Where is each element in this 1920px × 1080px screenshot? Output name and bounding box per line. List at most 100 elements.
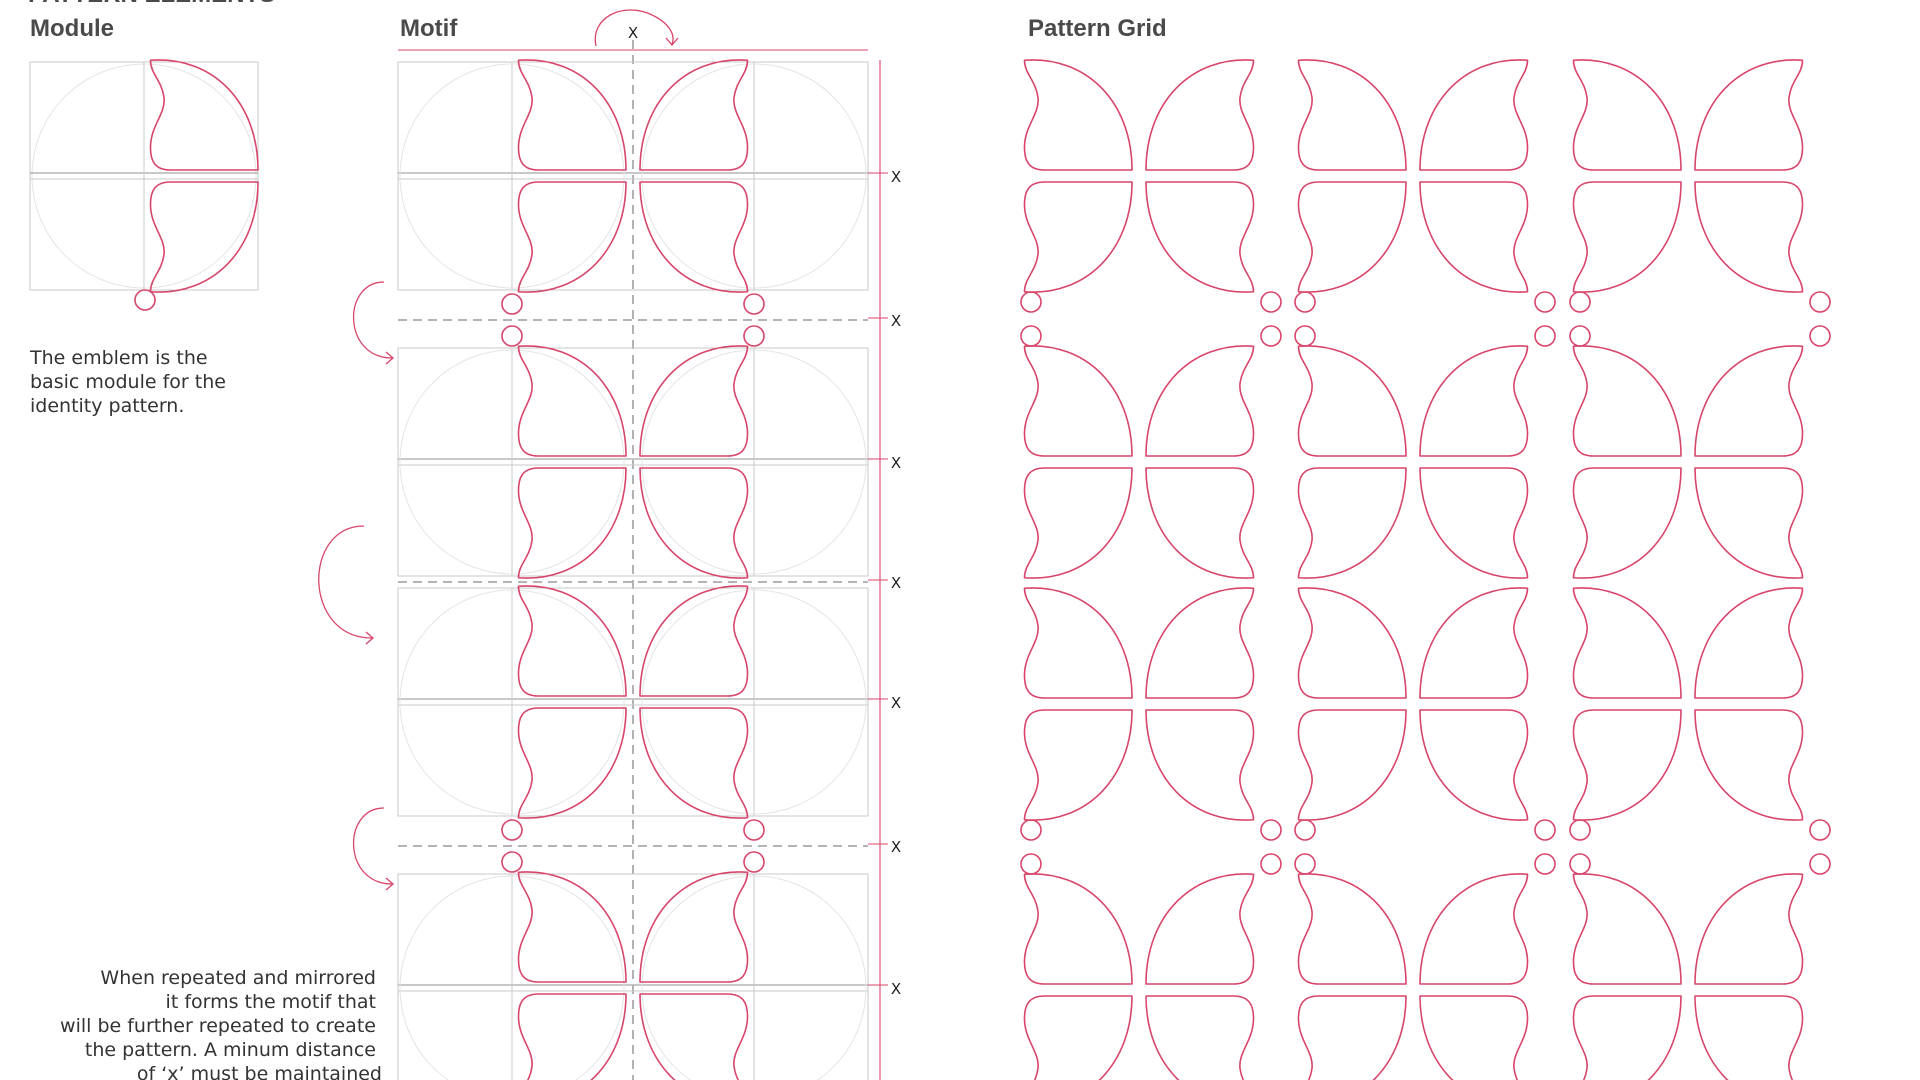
tail-circle: [1569, 853, 1591, 875]
tail-circle: [501, 819, 523, 841]
pattern-grid: [1020, 59, 1831, 1080]
petal-shape: [517, 59, 627, 171]
motif-guide-circle: [641, 589, 867, 815]
arrow-head: [665, 37, 679, 46]
petal-shape: [1694, 467, 1804, 579]
petal-shape: [1419, 181, 1529, 293]
motif-guide-circle: [399, 589, 625, 815]
petal-shape: [1145, 59, 1255, 171]
petal-shape: [1145, 587, 1255, 699]
pattern-motif: [1572, 345, 1804, 579]
petal-shape: [1145, 467, 1255, 579]
rotate-arrow: [594, 9, 674, 47]
pattern-motif: [1023, 345, 1255, 579]
mirror-arrow: [352, 807, 393, 885]
arrow-head: [365, 631, 374, 645]
petal-shape: [1694, 709, 1804, 821]
module-diagram: [29, 59, 259, 311]
petal-shape: [1023, 59, 1133, 171]
petal-shape: [1297, 995, 1407, 1080]
petal-shape: [1419, 59, 1529, 171]
tail-circle: [1534, 853, 1556, 875]
tail-circle: [743, 851, 765, 873]
motif-block: X: [397, 345, 901, 579]
petal-shape: [1023, 345, 1133, 457]
motif-title: Motif: [400, 15, 458, 42]
distance-x-label: X: [891, 980, 901, 998]
distance-x-label: X: [891, 168, 901, 186]
tail-circle: [1809, 853, 1831, 875]
tail-circle: [1260, 853, 1282, 875]
tail-circle: [1260, 291, 1282, 313]
pattern-motif: [1023, 873, 1255, 1080]
petal-shape: [1023, 181, 1133, 293]
petal-shape: [639, 181, 749, 293]
petal-shape: [149, 59, 259, 171]
petal-shape: [1572, 709, 1682, 821]
petal-shape: [639, 345, 749, 457]
distance-x-label: X: [628, 24, 638, 42]
pattern-motif: [1297, 345, 1529, 579]
distance-x-label: X: [891, 838, 901, 856]
section-heading-cut: PATTERN ELEMENTS: [28, 0, 275, 8]
distance-x-label: X: [891, 574, 901, 592]
tail-circle: [1020, 325, 1042, 347]
petal-shape: [1572, 467, 1682, 579]
motif-frame: [397, 587, 869, 817]
petal-shape: [1572, 59, 1682, 171]
motif-guide-circle: [399, 63, 625, 289]
motif-block: X: [397, 59, 901, 293]
petal-shape: [1572, 995, 1682, 1080]
pattern-motif: [1297, 587, 1529, 821]
tail-circle: [501, 325, 523, 347]
petal-shape: [1297, 873, 1407, 985]
tail-circle: [1569, 291, 1591, 313]
motif-guide-circle: [641, 875, 867, 1080]
distance-x-label: X: [891, 454, 901, 472]
motif-frame: [397, 61, 869, 291]
tail-circle: [1809, 291, 1831, 313]
tail-circle: [134, 289, 156, 311]
petal-shape: [149, 181, 259, 293]
pattern-motif: [1572, 873, 1804, 1080]
tail-circle: [743, 325, 765, 347]
petal-shape: [1694, 995, 1804, 1080]
pattern-grid-title: Pattern Grid: [1028, 15, 1167, 42]
petal-shape: [1419, 587, 1529, 699]
tail-circle: [1260, 819, 1282, 841]
distance-x-label: X: [891, 312, 901, 330]
petal-shape: [1694, 181, 1804, 293]
petal-shape: [1297, 467, 1407, 579]
tail-circle: [1534, 819, 1556, 841]
petal-shape: [639, 707, 749, 819]
pattern-motif: [1297, 59, 1529, 293]
motif-block: X: [397, 585, 901, 819]
tail-circle: [1020, 853, 1042, 875]
petal-shape: [1145, 995, 1255, 1080]
petal-shape: [1023, 995, 1133, 1080]
petal-shape: [517, 993, 627, 1080]
motif-caption: When repeated and mirrored it forms the …: [60, 967, 382, 1080]
mirror-arrow: [318, 525, 373, 639]
motif-caption-line: of ‘x’ must be maintained: [137, 1063, 382, 1080]
petal-shape: [1145, 709, 1255, 821]
petal-shape: [1572, 873, 1682, 985]
petal-shape: [517, 707, 627, 819]
motif-frame: [397, 873, 869, 1080]
petal-shape: [639, 467, 749, 579]
petal-shape: [639, 993, 749, 1080]
motif-caption-line: will be further repeated to create: [60, 1015, 376, 1037]
arrow-head: [385, 351, 394, 365]
arrow-head: [385, 877, 394, 891]
petal-shape: [517, 871, 627, 983]
petal-shape: [1297, 181, 1407, 293]
petal-shape: [1023, 709, 1133, 821]
motif-block: X: [397, 871, 901, 1080]
tail-circle: [1534, 325, 1556, 347]
tail-circle: [1809, 819, 1831, 841]
petal-shape: [1419, 873, 1529, 985]
motif-guide-circle: [641, 63, 867, 289]
petal-shape: [1694, 587, 1804, 699]
module-caption-line: basic module for the: [30, 371, 226, 393]
motif-caption-line: When repeated and mirrored: [100, 967, 376, 989]
